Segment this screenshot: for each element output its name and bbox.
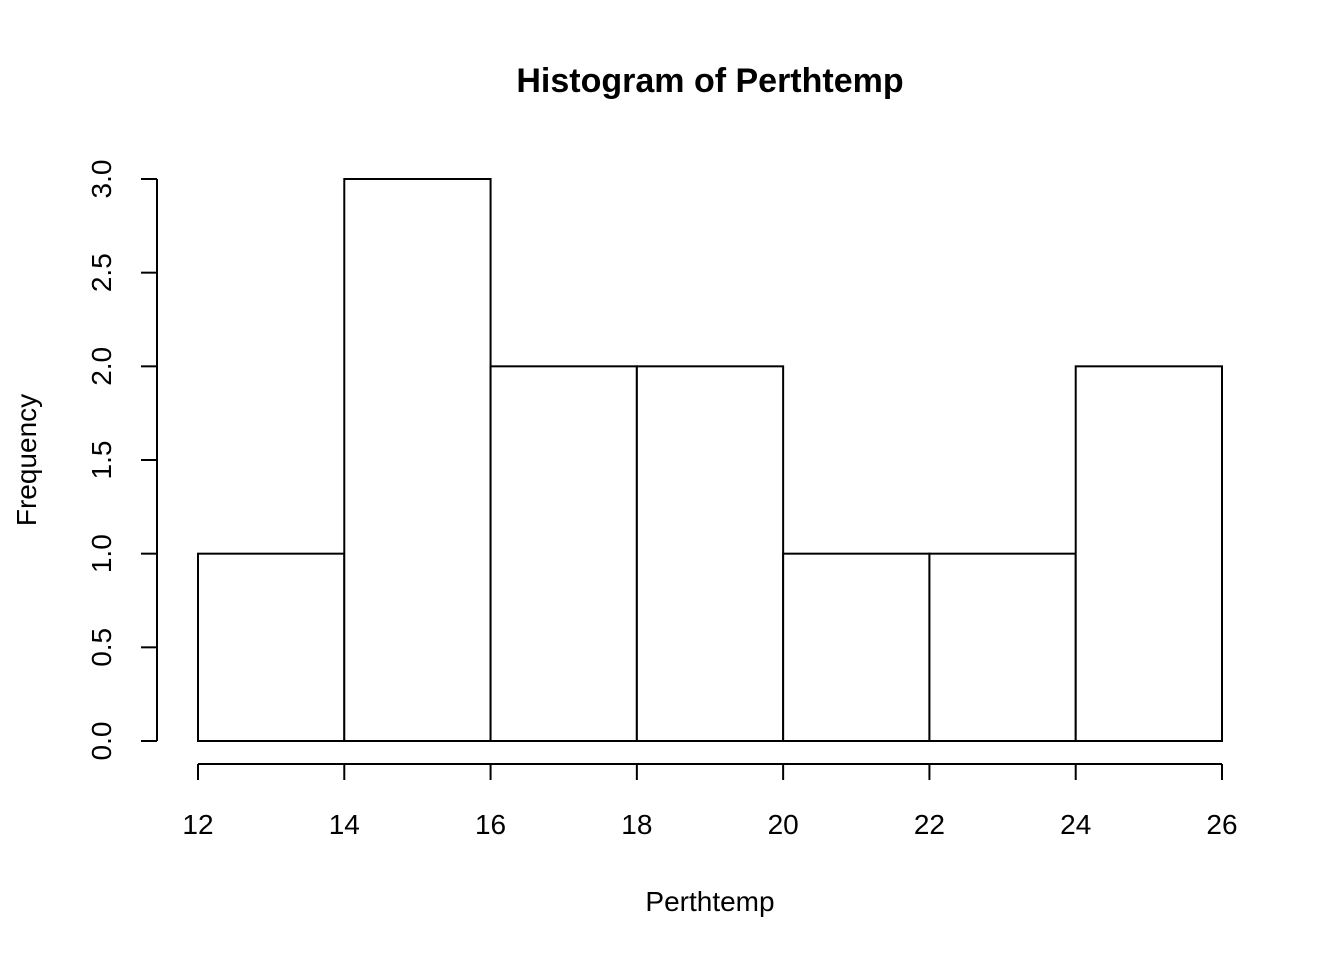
y-tick-label: 2.5 [86, 253, 117, 292]
y-tick-label: 1.0 [86, 534, 117, 573]
y-tick-label: 1.5 [86, 441, 117, 480]
y-tick-label: 2.0 [86, 347, 117, 386]
chart-title: Histogram of Perthtemp [516, 62, 903, 100]
y-axis: 0.0 0.5 1.0 1.5 2.0 2.5 3.0 [86, 160, 158, 761]
histogram-bar-24-26 [1074, 365, 1223, 742]
y-tick-label: 0.0 [86, 722, 117, 761]
x-tick-label: 18 [621, 809, 652, 840]
x-tick-label: 12 [182, 809, 213, 840]
histogram-bar-12-14 [197, 552, 346, 743]
histogram-bar-18-20 [635, 365, 785, 742]
histogram-bar-20-22 [782, 552, 931, 743]
y-tick-label: 3.0 [86, 160, 117, 199]
x-tick-label: 16 [475, 809, 506, 840]
x-tick-label: 24 [1060, 809, 1091, 840]
x-tick-label: 20 [768, 809, 799, 840]
histogram-bar-22-24 [928, 552, 1077, 743]
x-tick-label: 22 [914, 809, 945, 840]
histogram-bar-14-16 [343, 178, 492, 742]
histogram-bar-16-18 [489, 365, 638, 742]
y-tick-label: 0.5 [86, 628, 117, 667]
x-axis-label: Perthtemp [645, 886, 774, 917]
x-axis: 12 14 16 18 20 22 24 26 [182, 763, 1238, 840]
y-axis-label: Frequency [11, 394, 42, 526]
x-tick-label: 14 [329, 809, 360, 840]
x-tick-label: 26 [1206, 809, 1237, 840]
bars-group [197, 178, 1223, 743]
